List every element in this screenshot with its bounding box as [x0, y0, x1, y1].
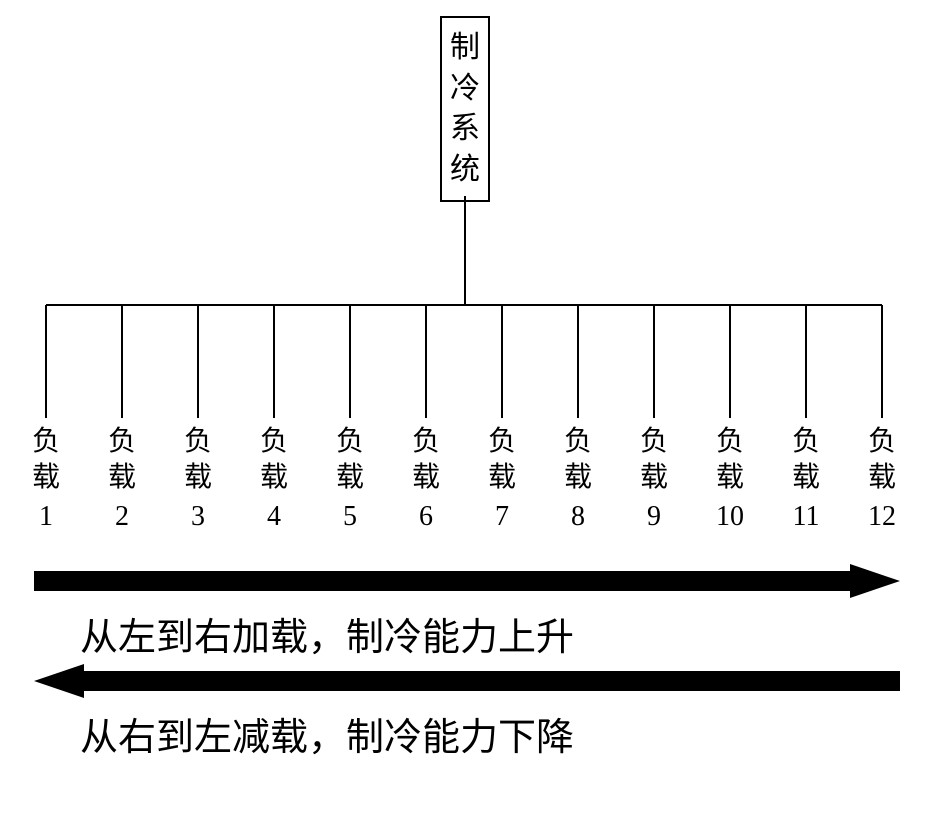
leaf-number: 1 — [16, 499, 76, 535]
leaf-number: 8 — [548, 499, 608, 535]
leaf-char: 载 — [776, 460, 836, 496]
leaf-char: 载 — [244, 460, 304, 496]
leaf-node: 负载6 — [396, 424, 456, 535]
leaf-char: 载 — [700, 460, 760, 496]
leaf-char: 负 — [244, 424, 304, 460]
leaf-char: 负 — [168, 424, 228, 460]
leaf-node: 负载4 — [244, 424, 304, 535]
leaf-node: 负载3 — [168, 424, 228, 535]
leaf-node: 负载9 — [624, 424, 684, 535]
leaf-node: 负载12 — [852, 424, 912, 535]
leaf-char: 载 — [16, 460, 76, 496]
leaf-char: 负 — [396, 424, 456, 460]
leaf-char: 负 — [700, 424, 760, 460]
leaf-node: 负载8 — [548, 424, 608, 535]
leaf-char: 载 — [624, 460, 684, 496]
caption-increase: 从左到右加载，制冷能力上升 — [80, 606, 574, 661]
leaf-number: 5 — [320, 499, 380, 535]
leaf-number: 11 — [776, 499, 836, 535]
caption-decrease: 从右到左减载，制冷能力下降 — [80, 706, 574, 761]
leaf-char: 负 — [16, 424, 76, 460]
leaf-char: 载 — [168, 460, 228, 496]
arrow-left-svg — [34, 664, 900, 698]
arrow-right-svg — [34, 564, 900, 598]
leaf-char: 负 — [472, 424, 532, 460]
leaf-char: 载 — [396, 460, 456, 496]
leaf-char: 载 — [852, 460, 912, 496]
leaf-char: 载 — [472, 460, 532, 496]
arrow-right — [34, 564, 900, 598]
leaf-char: 负 — [320, 424, 380, 460]
leaf-char: 负 — [852, 424, 912, 460]
leaf-node: 负载11 — [776, 424, 836, 535]
leaf-number: 9 — [624, 499, 684, 535]
leaf-node: 负载2 — [92, 424, 152, 535]
leaf-node: 负载1 — [16, 424, 76, 535]
leaf-char: 载 — [320, 460, 380, 496]
leaf-number: 3 — [168, 499, 228, 535]
leaf-number: 2 — [92, 499, 152, 535]
arrow-left — [34, 664, 900, 698]
leaf-node: 负载5 — [320, 424, 380, 535]
leaf-char: 负 — [776, 424, 836, 460]
leaf-char: 负 — [624, 424, 684, 460]
leaf-char: 负 — [92, 424, 152, 460]
leaf-number: 10 — [700, 499, 760, 535]
leaf-char: 载 — [548, 460, 608, 496]
leaf-char: 载 — [92, 460, 152, 496]
leaf-number: 7 — [472, 499, 532, 535]
leaf-node: 负载7 — [472, 424, 532, 535]
leaf-node: 负载10 — [700, 424, 760, 535]
leaf-number: 12 — [852, 499, 912, 535]
leaf-number: 4 — [244, 499, 304, 535]
leaf-number: 6 — [396, 499, 456, 535]
leaf-char: 负 — [548, 424, 608, 460]
